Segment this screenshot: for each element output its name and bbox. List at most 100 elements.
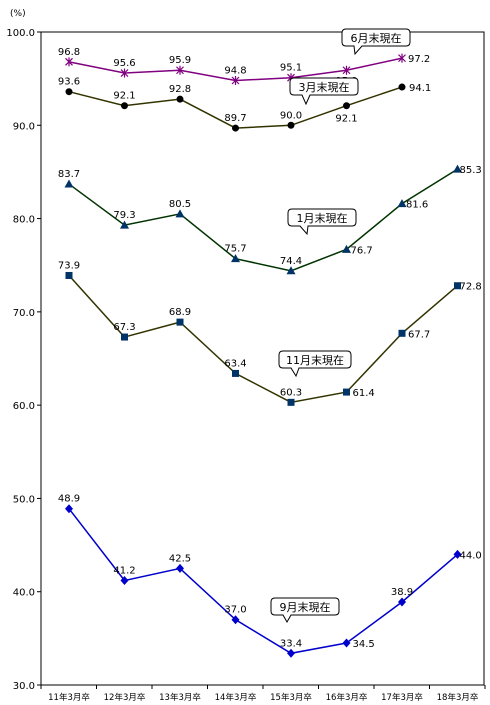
data-label: 72.8 bbox=[460, 282, 482, 293]
data-point-marker bbox=[342, 244, 351, 253]
data-point-marker bbox=[453, 549, 462, 559]
data-label: 95.6 bbox=[113, 58, 135, 69]
data-point-marker bbox=[176, 65, 184, 75]
data-point-marker bbox=[398, 597, 406, 607]
y-tick-label: 40.0 bbox=[13, 588, 35, 599]
series-group bbox=[64, 53, 462, 658]
data-point-marker bbox=[121, 102, 128, 110]
series-callout: 1月末現在 bbox=[287, 208, 357, 236]
data-point-marker bbox=[231, 615, 240, 625]
y-axis-ticks: 30.0 40.0 50.0 60.0 70.0 80.0 90.0 100.0 bbox=[6, 28, 41, 692]
data-point-marker bbox=[397, 199, 407, 208]
data-label: 33.4 bbox=[280, 638, 302, 649]
data-point-marker bbox=[65, 57, 73, 67]
series-name-label: 3月末現在 bbox=[299, 80, 350, 94]
y-tick-label: 50.0 bbox=[13, 494, 35, 505]
series-name-label: 6月末現在 bbox=[351, 31, 402, 45]
data-point-marker bbox=[287, 121, 295, 129]
x-tick-label: 11年3月卒 bbox=[48, 692, 90, 703]
data-point-marker bbox=[342, 65, 351, 75]
data-point-marker bbox=[454, 282, 461, 290]
data-label: 67.3 bbox=[113, 322, 135, 333]
data-label: 73.9 bbox=[58, 260, 80, 271]
series-callouts: 6月末現在 3月末現在 1月末現在 11月末現在 9月末現在 bbox=[270, 28, 411, 624]
x-tick-label: 12年3月卒 bbox=[104, 692, 146, 703]
series-name-label: 1月末現在 bbox=[297, 211, 348, 225]
data-point-marker bbox=[287, 648, 295, 658]
callout-bubble bbox=[278, 350, 352, 378]
data-label: 37.0 bbox=[224, 605, 246, 616]
y-tick-label: 80.0 bbox=[13, 215, 35, 226]
data-label: 75.7 bbox=[224, 244, 246, 255]
data-point-marker bbox=[232, 369, 239, 377]
data-label: 90.0 bbox=[280, 110, 302, 121]
data-label: 96.8 bbox=[58, 47, 80, 58]
callout-bubble bbox=[289, 77, 359, 106]
data-label: 80.5 bbox=[169, 199, 191, 210]
data-point-marker bbox=[342, 638, 351, 648]
x-tick-label: 13年3月卒 bbox=[159, 692, 201, 703]
data-label: 67.7 bbox=[408, 329, 430, 340]
series-callout: 3月末現在 bbox=[289, 77, 359, 106]
data-label: 34.5 bbox=[353, 639, 375, 650]
data-label: 61.4 bbox=[353, 388, 375, 399]
series-callout: 9月末現在 bbox=[270, 597, 340, 624]
data-point-marker bbox=[65, 88, 73, 96]
x-tick-label: 16年3月卒 bbox=[326, 692, 368, 703]
data-label: 68.9 bbox=[169, 307, 191, 318]
data-point-marker bbox=[65, 504, 73, 514]
data-point-marker bbox=[231, 76, 240, 86]
data-label: 97.2 bbox=[408, 54, 430, 65]
data-point-marker bbox=[398, 53, 406, 63]
x-tick-label: 17年3月卒 bbox=[381, 692, 423, 703]
x-tick-label: 14年3月卒 bbox=[215, 692, 257, 703]
data-point-marker bbox=[232, 124, 239, 132]
data-label: 89.7 bbox=[224, 113, 246, 124]
data-labels: 96.895.695.994.895.195.997.293.692.192.8… bbox=[58, 47, 482, 650]
series-name-label: 11月末現在 bbox=[286, 353, 344, 367]
data-point-marker bbox=[343, 388, 350, 396]
x-tick-label: 18年3月卒 bbox=[437, 692, 479, 703]
data-label: 94.8 bbox=[224, 66, 246, 77]
data-label: 94.1 bbox=[409, 83, 431, 94]
data-point-marker bbox=[286, 266, 296, 275]
y-axis-unit: (%) bbox=[10, 9, 26, 19]
y-tick-label: 90.0 bbox=[13, 121, 35, 132]
y-tick-label: 100.0 bbox=[6, 28, 35, 39]
data-point-marker bbox=[120, 576, 129, 586]
data-point-marker bbox=[231, 254, 240, 263]
y-tick-label: 60.0 bbox=[13, 401, 35, 412]
x-tick-label: 15年3月卒 bbox=[270, 692, 312, 703]
data-label: 79.3 bbox=[113, 210, 135, 221]
data-point-marker bbox=[398, 83, 406, 91]
data-label: 81.6 bbox=[406, 200, 428, 211]
data-point-marker bbox=[120, 220, 129, 229]
data-point-marker bbox=[175, 209, 185, 218]
data-label: 85.3 bbox=[460, 165, 482, 176]
callout-bubble bbox=[287, 208, 357, 236]
data-label: 92.8 bbox=[169, 84, 191, 95]
series-line bbox=[68, 508, 458, 655]
series-line bbox=[68, 274, 458, 404]
series-callout: 6月末現在 bbox=[341, 28, 411, 56]
data-point-marker bbox=[121, 333, 128, 341]
data-point-marker bbox=[343, 102, 350, 110]
data-point-marker bbox=[287, 398, 295, 406]
data-label: 74.4 bbox=[280, 256, 302, 267]
data-label: 38.9 bbox=[391, 587, 413, 598]
data-point-marker bbox=[64, 179, 74, 188]
series-callout: 11月末現在 bbox=[278, 350, 352, 378]
data-point-marker bbox=[453, 164, 462, 173]
data-point-marker bbox=[120, 68, 129, 78]
data-label: 63.4 bbox=[224, 358, 246, 369]
data-label: 83.7 bbox=[58, 169, 80, 180]
data-label: 44.0 bbox=[460, 550, 482, 561]
data-label: 92.1 bbox=[113, 91, 135, 102]
data-point-marker bbox=[176, 318, 184, 326]
callout-bubble bbox=[270, 597, 340, 624]
data-label: 95.1 bbox=[280, 63, 302, 74]
data-label: 95.9 bbox=[169, 55, 191, 66]
data-label: 48.9 bbox=[58, 494, 80, 505]
data-label: 93.6 bbox=[58, 77, 80, 88]
